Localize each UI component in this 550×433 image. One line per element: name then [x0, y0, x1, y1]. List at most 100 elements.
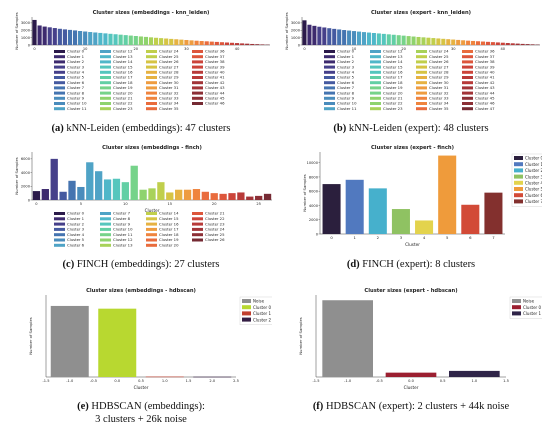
legend-label: Cluster 24 [159, 49, 179, 54]
chart-f: Cluster sizes (expert - hdbscan) Number o… [298, 288, 542, 390]
x-tick-label: 20 [401, 47, 406, 51]
legend-label: Cluster 4 [67, 70, 85, 75]
legend-label: Cluster 1 [67, 54, 85, 59]
legend-swatch [146, 102, 157, 105]
bar [179, 39, 184, 45]
legend-swatch [416, 76, 427, 79]
legend-swatch [370, 55, 381, 59]
legend-label: Cluster 27 [159, 64, 179, 69]
bar [245, 43, 250, 45]
legend-swatch [462, 76, 473, 79]
legend-swatch [54, 70, 65, 74]
legend-label: Cluster 26 [159, 59, 179, 64]
bar [322, 184, 341, 234]
bar [108, 33, 113, 45]
legend-label: Cluster 29 [429, 75, 449, 80]
x-tick-label: -1.5 [42, 379, 49, 383]
legend-label: Cluster 38 [475, 59, 495, 64]
bar [95, 171, 103, 200]
legend-swatch [192, 50, 203, 53]
y-tick-label: 2000 [291, 29, 301, 33]
legend-swatch [370, 91, 381, 95]
legend-swatch [146, 70, 157, 74]
x-tick-label: 0.0 [114, 379, 120, 383]
legend-label: Noise [253, 299, 265, 304]
legend-label: Cluster 3 [67, 227, 85, 232]
bar [246, 196, 254, 200]
bar [37, 25, 42, 45]
legend-swatch [370, 50, 381, 53]
legend-label: Cluster 14 [159, 211, 179, 216]
bar [342, 30, 347, 45]
bar [219, 193, 227, 200]
bar [475, 41, 481, 45]
legend-swatch [192, 222, 203, 226]
x-tick-label: 30 [184, 47, 189, 51]
legend-label: Cluster 4 [337, 70, 355, 75]
legend-label: Cluster 43 [205, 85, 225, 90]
legend-swatch [370, 60, 381, 64]
legend-swatch [54, 212, 65, 215]
legend-label: Cluster 29 [159, 75, 179, 80]
legend-swatch [462, 81, 473, 85]
y-axis-label: Number of Samples [298, 317, 303, 355]
x-tick-label: 10 [83, 47, 88, 51]
legend-label: Cluster 13 [113, 54, 133, 59]
legend-swatch [54, 96, 65, 100]
bar [184, 39, 189, 45]
legend-frame [509, 296, 542, 319]
chart-title: Cluster sizes (embeddings - hdbscan) [86, 288, 196, 294]
legend-label: Cluster 11 [113, 232, 133, 237]
bar [47, 27, 52, 45]
y-tick-label: 2000 [21, 185, 31, 189]
bar [505, 43, 510, 45]
y-tick-label: 6000 [309, 190, 319, 194]
bar [103, 179, 112, 200]
x-tick-label: 0.5 [138, 379, 144, 383]
legend-swatch [514, 193, 523, 198]
bar [376, 33, 381, 45]
legend-swatch [462, 91, 473, 95]
legend-swatch [146, 243, 157, 247]
bar [361, 32, 367, 45]
bar [112, 178, 121, 200]
legend-swatch [54, 217, 65, 221]
legend-swatch [54, 91, 65, 95]
legend-swatch [192, 233, 203, 237]
bar [41, 189, 49, 200]
bar [189, 40, 194, 45]
legend-label: Cluster 44 [205, 90, 225, 95]
chart-e: Cluster sizes (embeddings - hdbscan) Numb… [28, 288, 272, 390]
legend-swatch [514, 187, 523, 191]
legend-label: Cluster 19 [113, 85, 133, 90]
legend-label: Cluster 0 [523, 305, 541, 310]
caption-text-2: 3 clusters + 26k noise [95, 414, 187, 425]
legend-swatch [54, 222, 65, 226]
x-tick-label: 40 [501, 47, 506, 51]
legend-swatch [54, 86, 65, 90]
bar [123, 35, 128, 45]
legend-label: Cluster 21 [113, 96, 133, 101]
bar [255, 44, 260, 45]
bar [143, 36, 149, 45]
legend-label: Cluster 0 [525, 156, 542, 161]
legend-label: Cluster 1 [337, 54, 355, 59]
legend-frame [511, 153, 542, 207]
legend-label: Cluster 40 [475, 70, 495, 75]
bar [72, 30, 78, 45]
legend-label: Cluster 2 [67, 221, 85, 226]
bar [32, 19, 37, 45]
legend-label: Cluster 38 [205, 59, 225, 64]
legend-label: Cluster 43 [475, 85, 495, 90]
legend-label: Cluster 35 [429, 106, 449, 111]
legend-swatch [54, 107, 65, 111]
legend-label: Noise [523, 299, 535, 304]
legend-label: Cluster 33 [159, 96, 179, 101]
y-tick-label: 3000 [291, 21, 301, 25]
x-tick-label: 1.5 [503, 379, 509, 383]
legend-swatch [512, 305, 521, 310]
bar [510, 43, 515, 45]
legend-label: Cluster 5 [337, 75, 355, 80]
bar [449, 370, 500, 377]
y-tick-label: 4000 [21, 171, 31, 175]
